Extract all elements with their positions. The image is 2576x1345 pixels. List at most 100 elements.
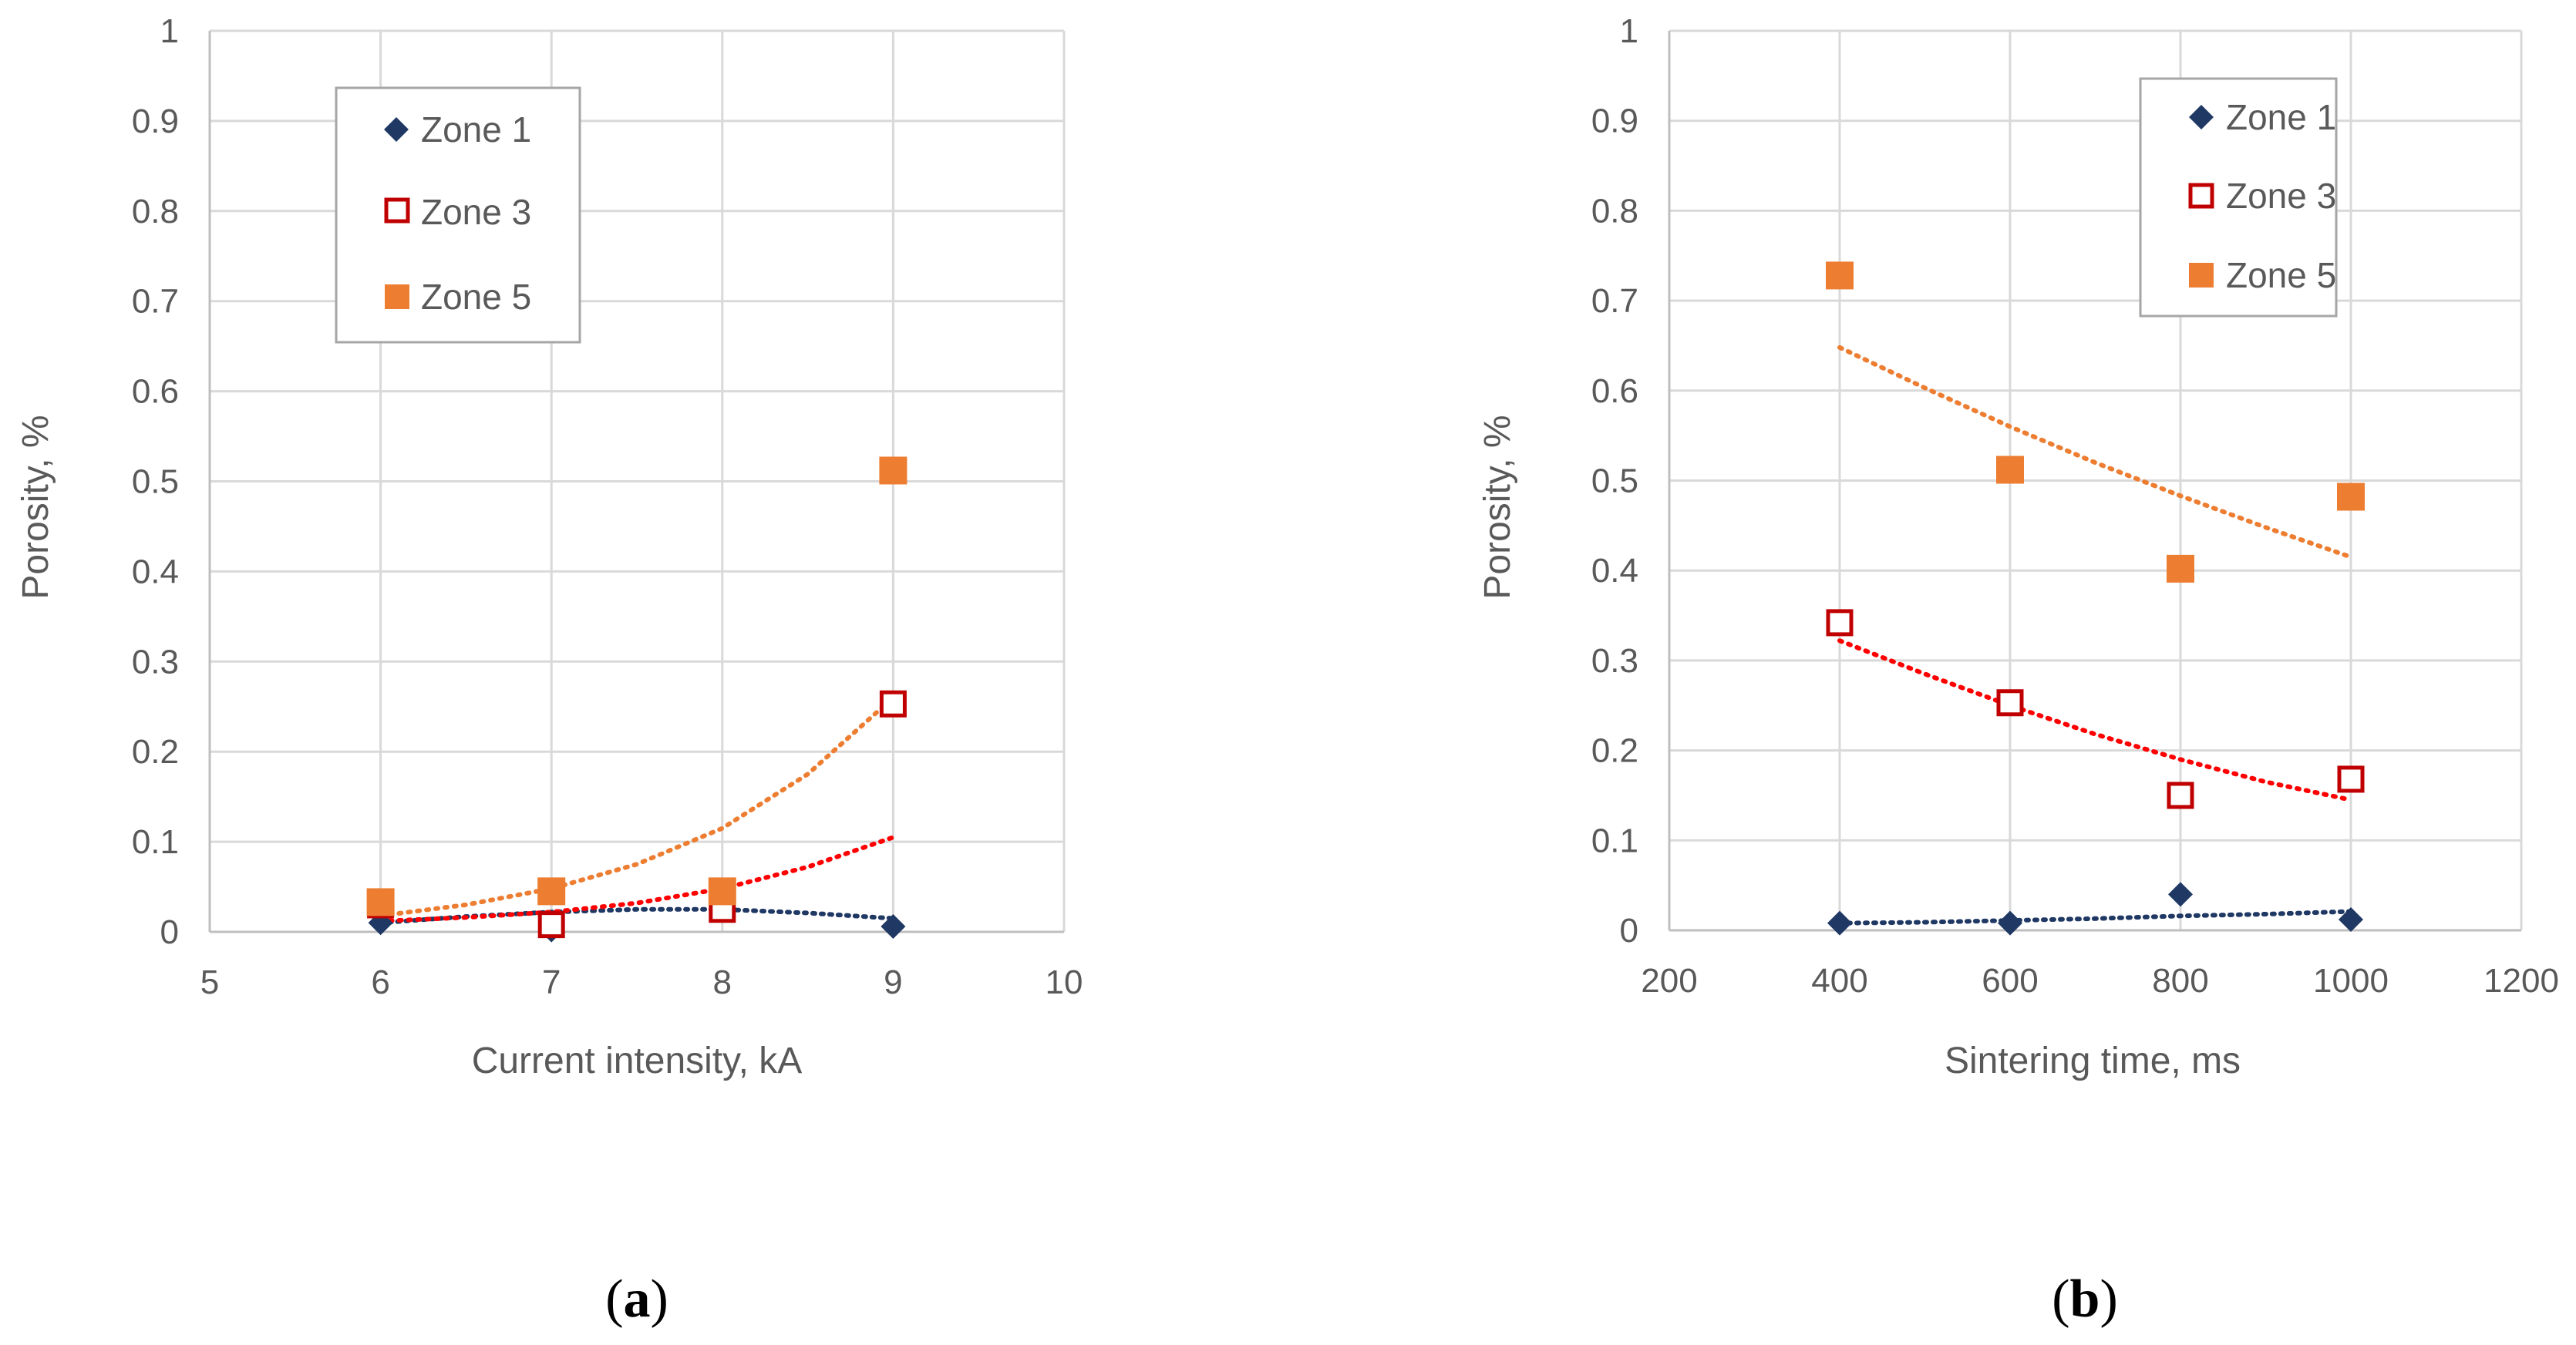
chart-a-point-zone-5 bbox=[879, 456, 907, 485]
legend-open-square-icon bbox=[384, 197, 410, 224]
chart-a-y-tick-label: 0.8 bbox=[132, 193, 179, 230]
chart-a-legend-label-zone-5: Zone 5 bbox=[421, 277, 531, 317]
chart-a-x-tick-label: 7 bbox=[542, 963, 561, 1001]
chart-b-point-zone-3 bbox=[2337, 765, 2365, 793]
legend-diamond-icon bbox=[2189, 105, 2214, 129]
chart-b-point-zone-5 bbox=[1826, 261, 1854, 290]
chart-b-legend-item-zone-1: Zone 1 bbox=[2189, 97, 2336, 137]
chart-a-y-tick-label: 0.5 bbox=[132, 463, 179, 501]
chart-b-point-zone-5 bbox=[1996, 456, 2024, 484]
chart-b-x-tick-label: 600 bbox=[1982, 962, 2038, 1000]
chart-a-axes bbox=[208, 31, 1064, 933]
chart-a: 0 0.1 0.2 0.3 0.4 0.5 0.6 0.7 0.8 0.9 1 5 6 7 8 9 10 Po… bbox=[15, 12, 1083, 1329]
chart-a-y-tick-label: 0.6 bbox=[132, 373, 179, 411]
chart-b-y-tick-label: 0.6 bbox=[1591, 372, 1638, 410]
chart-b-y-tick-label: 0.5 bbox=[1591, 462, 1638, 500]
chart-a-y-tick-label: 1 bbox=[160, 12, 179, 50]
chart-a-trendline-zone-5 bbox=[378, 695, 896, 918]
chart-b: 0 0.1 0.2 0.3 0.4 0.5 0.6 0.7 0.8 0.9 1 200 400 600 8… bbox=[1477, 12, 2559, 1329]
chart-a-point-zone-5 bbox=[708, 877, 736, 906]
chart-b-point-zone-1 bbox=[2168, 882, 2193, 907]
chart-a-x-tick-label: 5 bbox=[200, 963, 219, 1001]
chart-b-legend-item-zone-3: Zone 3 bbox=[2188, 176, 2336, 216]
chart-b-y-tick-label: 0.1 bbox=[1591, 822, 1638, 859]
chart-a-trendline-zone-3 bbox=[378, 835, 896, 923]
chart-b-legend-item-zone-5: Zone 5 bbox=[2189, 255, 2336, 295]
chart-a-y-tick-label: 0.3 bbox=[132, 643, 179, 681]
chart-a-x-tick-label: 8 bbox=[713, 963, 732, 1001]
chart-a-point-zone-1 bbox=[881, 913, 906, 939]
chart-a-point-zone-5 bbox=[537, 877, 566, 906]
chart-a-y-tick-label: 0 bbox=[160, 913, 179, 951]
chart-a-y-tick-label: 0.7 bbox=[132, 283, 179, 321]
legend-diamond-icon bbox=[384, 117, 409, 142]
chart-b-trendline-zone-5 bbox=[1837, 345, 2353, 560]
chart-a-point-zone-3 bbox=[537, 911, 565, 939]
chart-b-x-tick-label: 200 bbox=[1641, 962, 1697, 1000]
chart-a-legend-box bbox=[335, 86, 581, 344]
chart-b-point-zone-3 bbox=[1826, 609, 1854, 637]
chart-a-legend-item-zone-5: Zone 5 bbox=[385, 277, 531, 317]
chart-b-x-axis-title: Sintering time, ms bbox=[1945, 1041, 2241, 1081]
chart-a-trendlines bbox=[378, 695, 896, 926]
chart-b-y-tick-label: 0.9 bbox=[1591, 103, 1638, 140]
chart-a-x-axis-title: Current intensity, kA bbox=[472, 1041, 803, 1081]
chart-b-y-tick-label: 0.8 bbox=[1591, 192, 1638, 230]
chart-b-x-tick-label: 1000 bbox=[2313, 962, 2389, 1000]
chart-a-y-tick-labels: 0 0.1 0.2 0.3 0.4 0.5 0.6 0.7 0.8 0.9 1 bbox=[132, 12, 179, 951]
chart-b-y-axis-title: Porosity, % bbox=[1477, 415, 1518, 599]
chart-b-legend: Zone 1 Zone 3 Zone 5 bbox=[2139, 77, 2338, 318]
chart-b-point-zone-1 bbox=[1998, 910, 2022, 936]
chart-b-trendlines bbox=[1837, 345, 2353, 926]
chart-b-x-tick-label: 1200 bbox=[2483, 962, 2559, 1000]
legend-filled-square-icon bbox=[385, 284, 409, 309]
legend-filled-square-icon bbox=[2189, 263, 2214, 287]
chart-a-legend-label-zone-1: Zone 1 bbox=[421, 109, 531, 150]
chart-a-point-zone-3 bbox=[879, 690, 907, 718]
chart-b-legend-label-zone-1: Zone 1 bbox=[2226, 97, 2336, 137]
chart-a-legend-item-zone-1: Zone 1 bbox=[384, 109, 531, 150]
chart-b-x-tick-label: 400 bbox=[1811, 962, 1867, 1000]
legend-open-square-icon bbox=[2188, 183, 2214, 209]
chart-a-legend: Zone 1 Zone 3 Zone 5 bbox=[335, 86, 581, 344]
chart-b-y-tick-label: 0.2 bbox=[1591, 732, 1638, 770]
chart-b-legend-label-zone-3: Zone 3 bbox=[2226, 176, 2336, 216]
chart-b-y-tick-labels: 0 0.1 0.2 0.3 0.4 0.5 0.6 0.7 0.8 0.9 1 bbox=[1591, 12, 1638, 950]
chart-a-data-points bbox=[366, 456, 907, 943]
chart-b-y-tick-label: 0 bbox=[1620, 912, 1638, 950]
chart-a-x-tick-label: 9 bbox=[884, 963, 902, 1001]
chart-a-y-tick-label: 0.9 bbox=[132, 103, 179, 140]
chart-a-y-tick-label: 0.4 bbox=[132, 553, 179, 590]
chart-b-legend-box bbox=[2139, 77, 2338, 318]
chart-b-y-tick-label: 0.4 bbox=[1591, 552, 1638, 590]
chart-b-trendline-zone-1 bbox=[1837, 909, 2353, 926]
chart-a-y-axis-title: Porosity, % bbox=[15, 415, 56, 599]
chart-b-point-zone-3 bbox=[1996, 689, 2024, 717]
chart-b-y-tick-label: 1 bbox=[1620, 12, 1638, 50]
chart-a-legend-label-zone-3: Zone 3 bbox=[421, 192, 531, 232]
chart-b-y-tick-label: 0.3 bbox=[1591, 642, 1638, 680]
chart-b-point-zone-5 bbox=[2337, 483, 2365, 511]
chart-b-gridlines bbox=[1669, 29, 2523, 930]
chart-a-point-zone-5 bbox=[366, 888, 395, 916]
chart-a-x-tick-labels: 5 6 7 8 9 10 bbox=[200, 963, 1083, 1001]
chart-b-legend-label-zone-5: Zone 5 bbox=[2226, 255, 2336, 295]
chart-a-x-tick-label: 10 bbox=[1046, 963, 1083, 1001]
chart-a-x-tick-label: 6 bbox=[371, 963, 389, 1001]
chart-a-legend-item-zone-3: Zone 3 bbox=[384, 192, 531, 232]
chart-b-point-zone-3 bbox=[2167, 782, 2194, 809]
chart-b-data-points bbox=[1826, 261, 2365, 936]
chart-b-x-tick-labels: 200 400 600 800 1000 1200 bbox=[1641, 962, 2559, 1000]
chart-b-trendline-zone-3 bbox=[1837, 638, 2353, 802]
chart-b-x-tick-label: 800 bbox=[2152, 962, 2208, 1000]
chart-a-panel-label: (a) bbox=[605, 1269, 668, 1329]
chart-b-y-tick-label: 0.7 bbox=[1591, 282, 1638, 320]
chart-a-y-tick-label: 0.2 bbox=[132, 733, 179, 771]
chart-a-y-tick-label: 0.1 bbox=[132, 823, 179, 861]
chart-b-point-zone-1 bbox=[2339, 906, 2363, 932]
chart-b-point-zone-5 bbox=[2167, 554, 2194, 583]
chart-b-panel-label: (b) bbox=[2052, 1269, 2118, 1329]
chart-b-axes bbox=[1668, 31, 2521, 932]
chart-b-point-zone-1 bbox=[1827, 910, 1852, 936]
